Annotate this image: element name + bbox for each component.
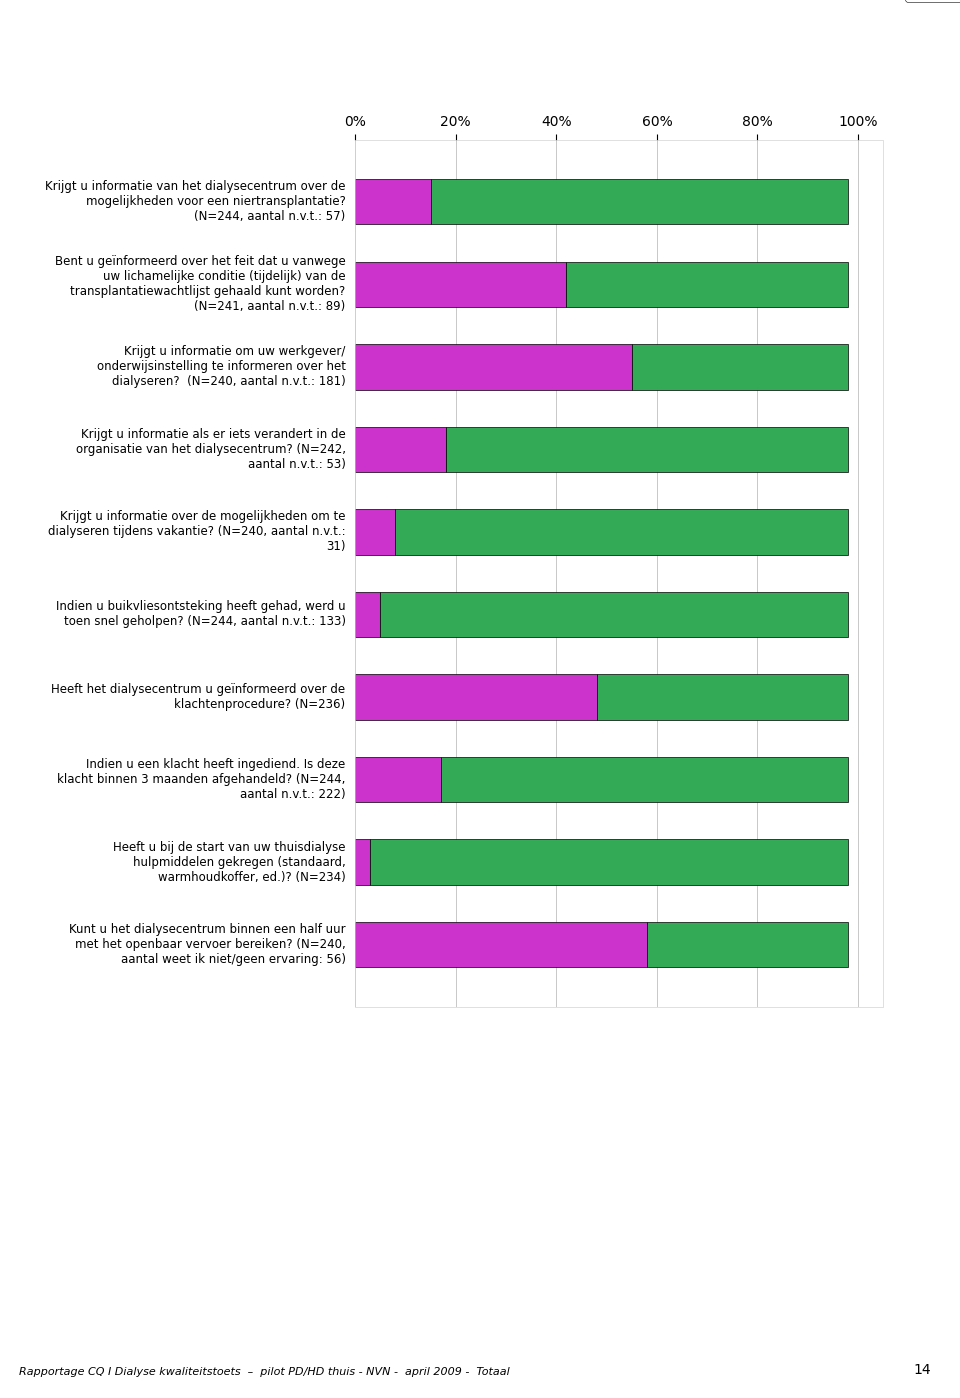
Text: Bent u geïnformeerd over het feit dat u vanwege
uw lichamelijke conditie (tijdel: Bent u geïnformeerd over het feit dat u …: [55, 256, 346, 313]
Bar: [355, 509, 396, 555]
Text: Heeft het dialysecentrum u geïnformeerd over de
klachtenprocedure? (N=236): Heeft het dialysecentrum u geïnformeerd …: [52, 684, 346, 712]
Text: Indien u een klacht heeft ingediend. Is deze
klacht binnen 3 maanden afgehandeld: Indien u een klacht heeft ingediend. Is …: [58, 758, 346, 801]
Bar: [355, 426, 445, 473]
Bar: [355, 674, 596, 720]
Bar: [396, 509, 848, 555]
Text: Rapportage CQ I Dialyse kwaliteitstoets  –  pilot PD/HD thuis - NVN -  april 200: Rapportage CQ I Dialyse kwaliteitstoets …: [19, 1367, 510, 1377]
Bar: [355, 839, 371, 885]
Bar: [431, 179, 848, 225]
Bar: [355, 591, 380, 637]
Text: Krijgt u informatie als er iets verandert in de
organisatie van het dialysecentr: Krijgt u informatie als er iets verander…: [76, 428, 346, 471]
Bar: [355, 921, 647, 967]
Bar: [647, 921, 848, 967]
Text: Indien u buikvliesontsteking heeft gehad, werd u
toen snel geholpen? (N=244, aan: Indien u buikvliesontsteking heeft gehad…: [56, 601, 346, 629]
Bar: [355, 261, 566, 308]
Text: Heeft u bij de start van uw thuisdialyse
hulpmiddelen gekregen (standaard,
warmh: Heeft u bij de start van uw thuisdialyse…: [113, 840, 346, 884]
Bar: [632, 344, 848, 390]
Bar: [380, 591, 848, 637]
Bar: [355, 344, 632, 390]
Bar: [355, 179, 431, 225]
Bar: [441, 756, 848, 802]
Text: Krijgt u informatie van het dialysecentrum over de
mogelijkheden voor een niertr: Krijgt u informatie van het dialysecentr…: [45, 180, 346, 224]
Bar: [355, 756, 441, 802]
Legend: Nee, Ja: Nee, Ja: [905, 0, 960, 3]
Text: Krijgt u informatie over de mogelijkheden om te
dialyseren tijdens vakantie? (N=: Krijgt u informatie over de mogelijkhede…: [48, 510, 346, 554]
Text: Krijgt u informatie om uw werkgever/
onderwijsinstelling te informeren over het
: Krijgt u informatie om uw werkgever/ ond…: [97, 345, 346, 389]
Bar: [566, 261, 848, 308]
Text: Kunt u het dialysecentrum binnen een half uur
met het openbaar vervoer bereiken?: Kunt u het dialysecentrum binnen een hal…: [69, 923, 346, 966]
Text: 14: 14: [914, 1363, 931, 1377]
Bar: [596, 674, 848, 720]
Bar: [445, 426, 848, 473]
Bar: [371, 839, 848, 885]
